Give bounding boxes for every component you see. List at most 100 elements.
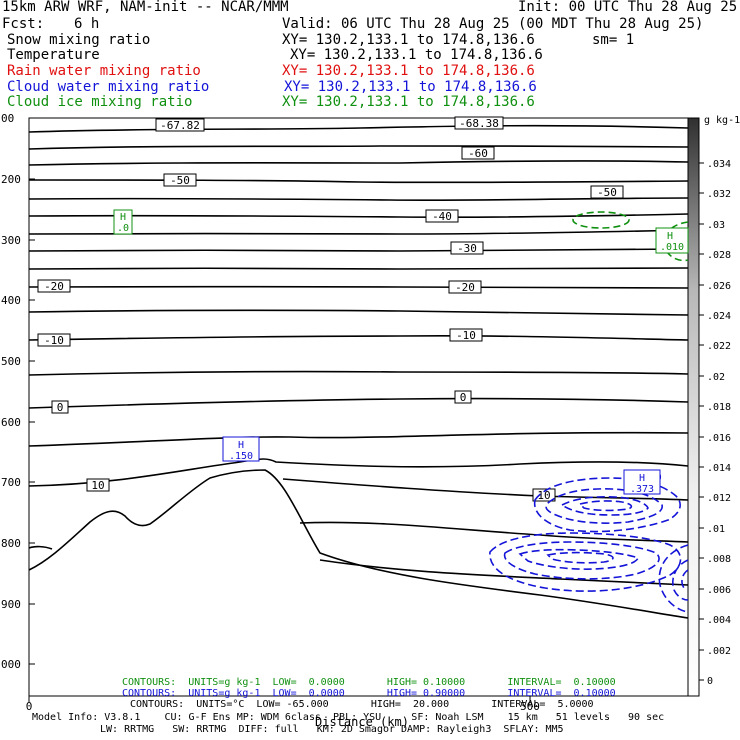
y-tick-label: 300 (1, 234, 21, 247)
x-tick-label: 500 (520, 700, 540, 713)
isotherm (28, 179, 689, 184)
cloud-ice-contour (572, 211, 630, 229)
isotherm (28, 267, 689, 270)
cloud-water-maxima: H .150 H .373 (222, 436, 661, 495)
maximum-value: .010 (660, 242, 684, 253)
isotherm-label-box (532, 488, 556, 502)
cloud-water-contour (672, 559, 689, 601)
maximum-value: .150 (229, 451, 253, 462)
colorbar-tick-label: .018 (707, 402, 731, 413)
isotherm-label-box (590, 185, 624, 199)
colorbar-tick-label: .012 (707, 493, 731, 504)
isotherm-label: -10 (456, 329, 476, 342)
colorbar-tick-label: .004 (707, 615, 731, 626)
cloud-water-contour (658, 544, 689, 613)
colorbar-tick-label: .032 (707, 189, 731, 200)
cloud-water-contour (546, 551, 614, 564)
isotherm-label-box (449, 328, 483, 342)
init-time: Init: 00 UTC Thu 28 Aug 25 (518, 0, 738, 15)
cloud-water-contour (489, 532, 682, 592)
isotherm (28, 160, 689, 166)
y-tick-label: 500 (1, 355, 21, 368)
isotherm (28, 124, 689, 133)
model-info-line-2: LW: RRTMG SW: RRTMG DIFF: full KM: 2D Sm… (100, 724, 564, 735)
isotherm-label: -60 (468, 147, 488, 160)
isotherm-label-box (454, 390, 472, 404)
maximum-box (655, 227, 689, 254)
isotherm-label-box (454, 116, 504, 130)
forecast-hour: 6 h (74, 16, 100, 32)
y-tick-label: 000 (1, 658, 21, 671)
isotherm (28, 335, 689, 341)
colorbar-tick-label: .028 (707, 250, 731, 261)
cloud-water-contour (578, 500, 633, 512)
model-title: 15km ARW WRF, NAM-init -- NCAR/MMM (2, 0, 289, 15)
isotherm-label: -68.38 (459, 117, 499, 130)
colorbar-unit: g kg-1 (704, 115, 740, 126)
colorbar-tick-label: .008 (707, 554, 731, 565)
isotherm-label-box (448, 280, 482, 294)
maximum-box (113, 209, 133, 235)
colorbar-tick-label: .022 (707, 341, 731, 352)
field-name-cloud-ice: Cloud ice mixing ratio (7, 94, 193, 110)
maximum-box (623, 469, 661, 495)
field-xy-cloud-ice: XY= 130.2,133.1 to 174.8,136.6 (282, 94, 535, 110)
isotherm (28, 545, 53, 550)
contours-temperature: CONTOURS: UNITS=°C LOW= -65.000 HIGH= 20… (130, 699, 594, 710)
isotherm (299, 521, 689, 543)
colorbar-tick-label: .006 (707, 585, 731, 596)
isotherm-label: -30 (457, 242, 477, 255)
maximum-value: .373 (630, 484, 654, 495)
isotherm (28, 397, 689, 409)
colorbar-tick-label: .01 (707, 524, 725, 535)
x-axis-label: Distance (km) (315, 715, 409, 729)
cloud-ice-maxima: H .0 H .010 (113, 209, 689, 254)
colorbar-tick-label: .026 (707, 281, 731, 292)
y-tick-label: 200 (1, 173, 21, 186)
forecast-label: Fcst: (2, 16, 45, 32)
field-name-rain: Rain water mixing ratio (7, 63, 201, 79)
smoothing-value: sm= 1 (592, 32, 635, 48)
y-tick-label: 400 (1, 294, 21, 307)
valid-time: Valid: 06 UTC Thu 28 Aug 25 (00 MDT Thu … (282, 16, 704, 32)
colorbar-tick-label: .02 (707, 372, 725, 383)
isotherm (28, 309, 689, 316)
field-name-snow: Snow mixing ratio (7, 32, 151, 48)
colorbar-tick-label: .034 (707, 159, 731, 170)
isotherm-label-box (37, 333, 71, 347)
x-tick-label: 0 (26, 700, 33, 713)
y-tick-label: 700 (1, 476, 21, 489)
cloud-water-contour (681, 569, 689, 589)
isotherm (28, 458, 689, 487)
y-tick-label: 00 (1, 112, 14, 125)
maximum-box (222, 436, 260, 462)
isotherm-label: -50 (170, 174, 190, 187)
field-xy-temperature: XY= 130.2,133.1 to 174.8,136.6 (290, 47, 543, 63)
isotherm-label-box (155, 118, 205, 132)
isotherm-label: -20 (44, 280, 64, 293)
maximum-letter: H (120, 212, 126, 223)
y-tick-label: 900 (1, 598, 21, 611)
isotherm-label: -10 (44, 334, 64, 347)
terrain-profile (28, 469, 689, 619)
colorbar-tick-label: .024 (707, 311, 731, 322)
isotherm-label-box (425, 209, 459, 223)
isotherm-label-box (37, 279, 71, 293)
isotherm-label: 0 (460, 391, 467, 404)
cloud-water-contour (503, 541, 660, 580)
y-tick-label: 800 (1, 537, 21, 550)
colorbar-tick-label: .002 (707, 646, 731, 657)
isotherm (319, 559, 689, 586)
cloud-water-contour (533, 477, 681, 533)
temperature-isotherms (28, 124, 689, 586)
cloud-water-contour (560, 495, 649, 516)
maximum-value: .0 (117, 223, 129, 234)
isotherm-labels: -67.82 -68.38 -60 -50 -50 -40 -30 -20 -2… (37, 116, 624, 502)
isotherm (28, 197, 689, 201)
plot-frame (28, 117, 700, 697)
contours-cloud-water: CONTOURS: UNITS=g kg-1 LOW= 0.0000 HIGH=… (122, 688, 616, 699)
maximum-letter: H (639, 473, 645, 484)
isotherm-label: 10 (91, 479, 104, 492)
